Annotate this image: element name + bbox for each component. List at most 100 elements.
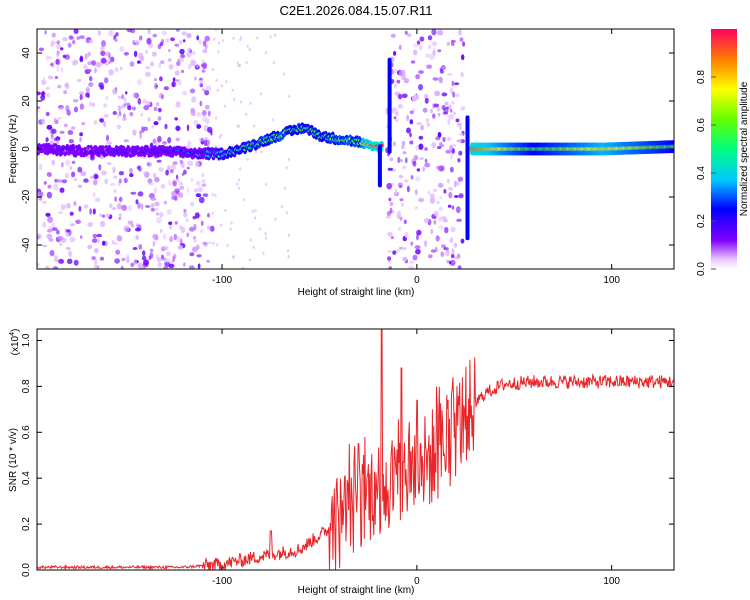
noise-speckle — [394, 118, 399, 122]
noise-speckle — [46, 233, 53, 239]
noise-speckle — [113, 175, 118, 179]
spectrogram-y-ticks: -40 -20 0 20 40 — [21, 47, 674, 252]
noise-speckle — [167, 165, 171, 172]
noise-speckle — [177, 192, 184, 198]
noise-speckle — [442, 111, 449, 115]
noise-speckle — [462, 41, 466, 47]
noise-speckle — [113, 189, 117, 193]
snr-multiplier-base: (x10 — [10, 335, 21, 355]
noise-speckle — [409, 110, 414, 115]
noise-speckle — [207, 110, 211, 117]
noise-speckle — [133, 50, 138, 58]
spectrogram-marks — [37, 29, 674, 269]
noise-speckle — [436, 146, 442, 150]
noise-speckle — [415, 248, 421, 255]
y-tick-label: -20 — [21, 189, 32, 204]
noise-speckle — [60, 67, 64, 73]
noise-speckle — [53, 137, 58, 142]
snr-y-ticks: 0.0 0.2 0.4 0.6 0.8 1.0 — [21, 333, 674, 577]
noise-speckle — [38, 163, 43, 171]
noise-speckle — [444, 226, 449, 234]
noise-speckle — [88, 101, 93, 107]
noise-speckle — [97, 30, 101, 36]
noise-speckle — [186, 166, 190, 170]
noise-speckle — [246, 157, 249, 161]
noise-speckle — [93, 179, 98, 186]
noise-speckle — [207, 213, 210, 218]
noise-speckle — [274, 33, 277, 37]
noise-speckle — [80, 235, 83, 240]
noise-speckle — [69, 223, 76, 227]
noise-speckle — [439, 69, 444, 74]
noise-speckle — [158, 107, 162, 113]
noise-speckle — [123, 177, 128, 184]
noise-speckle — [160, 60, 165, 64]
noise-speckle — [437, 131, 442, 138]
noise-speckle — [104, 77, 109, 84]
noise-speckle — [425, 53, 431, 59]
noise-speckle — [408, 265, 415, 269]
noise-speckle — [193, 223, 197, 231]
noise-speckle — [238, 186, 241, 190]
colorbar-gradient — [711, 29, 737, 269]
noise-speckle — [398, 70, 403, 76]
noise-speckle — [91, 256, 96, 261]
noise-speckle — [137, 202, 142, 209]
noise-speckle — [399, 198, 404, 202]
noise-speckle — [454, 195, 459, 198]
noise-speckle — [56, 65, 60, 72]
noise-speckle — [156, 216, 162, 224]
noise-speckle — [63, 90, 67, 95]
noise-speckle — [69, 165, 73, 171]
snr-x-ticks: -100 0 100 — [212, 329, 620, 587]
noise-speckle — [416, 229, 422, 236]
noise-speckle — [264, 232, 267, 236]
snr-x-axis-label: Height of straight line (km) — [298, 585, 415, 596]
noise-speckle — [154, 77, 157, 82]
noise-speckle — [165, 169, 169, 176]
noise-speckle — [166, 251, 171, 257]
noise-speckle — [161, 254, 164, 259]
y-tick-label: 0.4 — [21, 471, 32, 485]
noise-speckle — [439, 142, 443, 147]
spectrogram-x-axis-label: Height of straight line (km) — [298, 287, 415, 298]
noise-speckle — [71, 171, 76, 178]
noise-speckle — [128, 205, 132, 212]
snr-multiplier-close: ) — [10, 329, 21, 332]
noise-speckle — [108, 29, 114, 37]
noise-speckle — [451, 80, 455, 87]
noise-speckle — [160, 183, 166, 189]
noise-speckle — [193, 120, 199, 126]
noise-speckle — [196, 254, 202, 258]
snr-y-axis-label: SNR (10 * v/v) — [8, 428, 19, 492]
noise-speckle — [409, 260, 414, 265]
noise-speckle — [271, 118, 274, 122]
noise-speckle — [442, 136, 446, 143]
noise-speckle — [438, 216, 443, 222]
noise-speckle — [89, 208, 92, 215]
noise-speckle — [120, 104, 126, 109]
noise-speckle — [201, 179, 206, 183]
noise-speckle — [246, 44, 249, 48]
noise-speckle — [64, 172, 69, 179]
noise-speckle — [450, 226, 456, 233]
noise-speckle — [446, 178, 450, 184]
noise-speckle — [101, 170, 107, 176]
noise-speckle — [73, 259, 79, 266]
noise-speckle — [409, 119, 414, 125]
noise-speckle — [162, 141, 167, 145]
figure-title: C2E1.2026.084.15.07.R11 — [280, 3, 433, 18]
noise-speckle — [215, 78, 218, 82]
noise-speckle — [390, 236, 394, 240]
y-tick-label: 0 — [21, 146, 32, 152]
noise-speckle — [47, 75, 54, 80]
noise-speckle — [105, 213, 110, 218]
noise-speckle — [448, 114, 454, 120]
noise-speckle — [454, 180, 457, 188]
noise-speckle — [72, 40, 76, 45]
noise-speckle — [170, 37, 175, 42]
spectrogram-x-ticks: -100 0 100 — [212, 29, 620, 286]
noise-speckle — [122, 117, 127, 121]
noise-speckle — [112, 242, 118, 246]
noise-speckle — [118, 196, 123, 203]
